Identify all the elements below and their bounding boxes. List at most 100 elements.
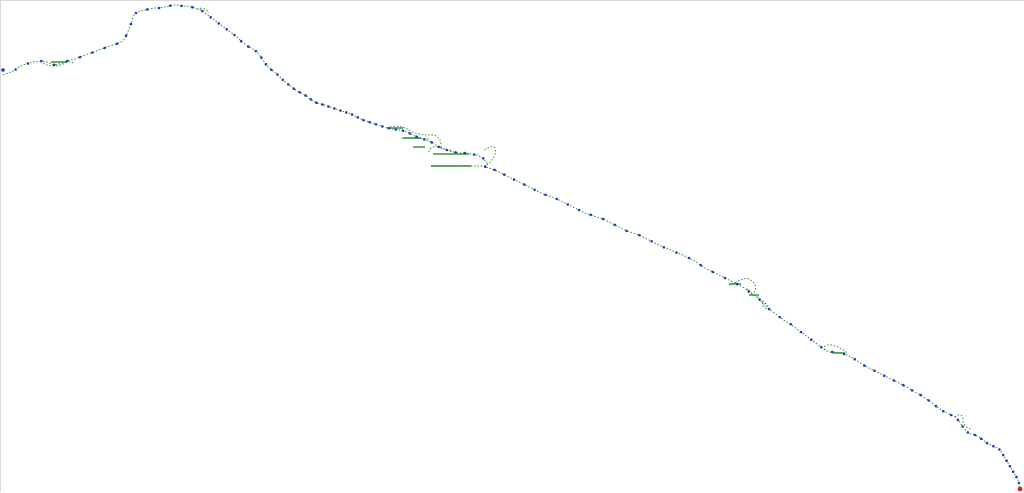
waypoint-dot[interactable]	[589, 213, 593, 217]
waypoint-dot[interactable]	[481, 157, 485, 160]
waypoint-dot[interactable]	[463, 151, 467, 155]
waypoint-dot[interactable]	[493, 168, 496, 172]
waypoint-dot[interactable]	[381, 125, 384, 128]
start-marker[interactable]	[1, 68, 5, 72]
waypoint-dot[interactable]	[292, 87, 296, 90]
waypoint-dot[interactable]	[14, 68, 17, 71]
waypoint-dot[interactable]	[503, 173, 506, 176]
waypoint-dot[interactable]	[675, 251, 678, 254]
waypoint-dot[interactable]	[512, 178, 516, 181]
waypoint-dot[interactable]	[430, 141, 434, 144]
waypoint-dot[interactable]	[247, 45, 250, 48]
waypoint-dot[interactable]	[961, 425, 964, 428]
waypoint-dot[interactable]	[910, 389, 914, 392]
waypoint-dot[interactable]	[26, 62, 30, 65]
waypoint-dot[interactable]	[544, 193, 547, 197]
waypoint-dot[interactable]	[91, 51, 94, 54]
waypoint-dot[interactable]	[1015, 475, 1018, 479]
waypoint-dot[interactable]	[1017, 481, 1021, 485]
waypoint-dot[interactable]	[78, 55, 82, 59]
waypoint-dot[interactable]	[209, 15, 212, 19]
waypoint-dot[interactable]	[52, 63, 56, 67]
waypoint-dot[interactable]	[387, 127, 391, 130]
waypoint-dot[interactable]	[40, 59, 43, 63]
waypoint-dot[interactable]	[711, 270, 715, 274]
waypoint-dot[interactable]	[483, 165, 487, 168]
waypoint-dot[interactable]	[942, 409, 945, 413]
waypoint-dot[interactable]	[758, 298, 761, 301]
waypoint-dot[interactable]	[723, 276, 727, 280]
waypoint-dot[interactable]	[820, 345, 823, 349]
waypoint-dot[interactable]	[927, 399, 930, 402]
waypoint-dot[interactable]	[992, 444, 995, 448]
waypoint-dot[interactable]	[437, 145, 441, 149]
waypoint-dot[interactable]	[304, 94, 307, 97]
waypoint-dot[interactable]	[169, 4, 172, 7]
waypoint-dot[interactable]	[523, 183, 526, 186]
waypoint-dot[interactable]	[650, 240, 653, 243]
waypoint-dot[interactable]	[577, 208, 581, 212]
waypoint-dot[interactable]	[555, 197, 558, 201]
waypoint-dot[interactable]	[998, 448, 1001, 451]
waypoint-dot[interactable]	[201, 9, 204, 13]
waypoint-dot[interactable]	[956, 418, 960, 422]
waypoint-dot[interactable]	[233, 33, 236, 37]
waypoint-dot[interactable]	[394, 128, 398, 131]
waypoint-dot[interactable]	[799, 330, 803, 334]
waypoint-dot[interactable]	[454, 151, 457, 154]
waypoint-dot[interactable]	[362, 118, 365, 122]
waypoint-dot[interactable]	[1011, 470, 1015, 474]
waypoint-dot[interactable]	[146, 8, 149, 11]
waypoint-dot[interactable]	[124, 34, 128, 37]
waypoint-dot[interactable]	[333, 107, 336, 110]
waypoint-dot[interactable]	[736, 282, 739, 286]
waypoint-dot[interactable]	[129, 22, 133, 26]
waypoint-dot[interactable]	[892, 379, 896, 382]
waypoint-dot[interactable]	[873, 369, 876, 373]
waypoint-dot[interactable]	[601, 217, 605, 221]
waypoint-dot[interactable]	[445, 148, 449, 152]
waypoint-dot[interactable]	[966, 431, 970, 434]
waypoint-dot[interactable]	[949, 413, 953, 417]
waypoint-dot[interactable]	[260, 56, 263, 59]
waypoint-dot[interactable]	[902, 383, 905, 387]
waypoint-dot[interactable]	[270, 68, 273, 72]
waypoint-dot[interactable]	[778, 315, 781, 319]
waypoint-dot[interactable]	[934, 404, 938, 408]
waypoint-dot[interactable]	[1008, 464, 1012, 468]
waypoint-dot[interactable]	[863, 364, 866, 367]
waypoint-dot[interactable]	[315, 101, 318, 104]
waypoint-dot[interactable]	[276, 73, 279, 76]
waypoint-dot[interactable]	[345, 111, 348, 114]
waypoint-dot[interactable]	[350, 113, 354, 116]
waypoint-dot[interactable]	[699, 263, 702, 267]
waypoint-dot[interactable]	[767, 307, 771, 311]
waypoint-dot[interactable]	[613, 223, 617, 227]
waypoint-dot[interactable]	[415, 135, 419, 139]
waypoint-dot[interactable]	[327, 105, 330, 108]
waypoint-dot[interactable]	[281, 78, 285, 82]
waypoint-group[interactable]	[14, 4, 1021, 485]
waypoint-dot[interactable]	[374, 123, 378, 126]
waypoint-dot[interactable]	[264, 62, 268, 66]
waypoint-dot[interactable]	[368, 120, 372, 124]
waypoint-dot[interactable]	[287, 83, 290, 86]
waypoint-dot[interactable]	[401, 129, 405, 132]
waypoint-dot[interactable]	[1001, 453, 1005, 457]
waypoint-dot[interactable]	[789, 322, 792, 326]
waypoint-dot[interactable]	[810, 338, 813, 342]
waypoint-dot[interactable]	[831, 350, 834, 354]
waypoint-dot[interactable]	[919, 393, 922, 397]
waypoint-dot[interactable]	[157, 6, 161, 10]
waypoint-dot[interactable]	[309, 98, 313, 101]
waypoint-dot[interactable]	[225, 28, 228, 31]
waypoint-dot[interactable]	[842, 352, 846, 356]
waypoint-dot[interactable]	[217, 22, 221, 25]
waypoint-dot[interactable]	[883, 374, 886, 378]
waypoint-dot[interactable]	[408, 132, 412, 135]
waypoint-dot[interactable]	[985, 441, 989, 445]
waypoint-dot[interactable]	[180, 4, 183, 8]
waypoint-dot[interactable]	[339, 109, 342, 112]
waypoint-dot[interactable]	[472, 153, 476, 156]
